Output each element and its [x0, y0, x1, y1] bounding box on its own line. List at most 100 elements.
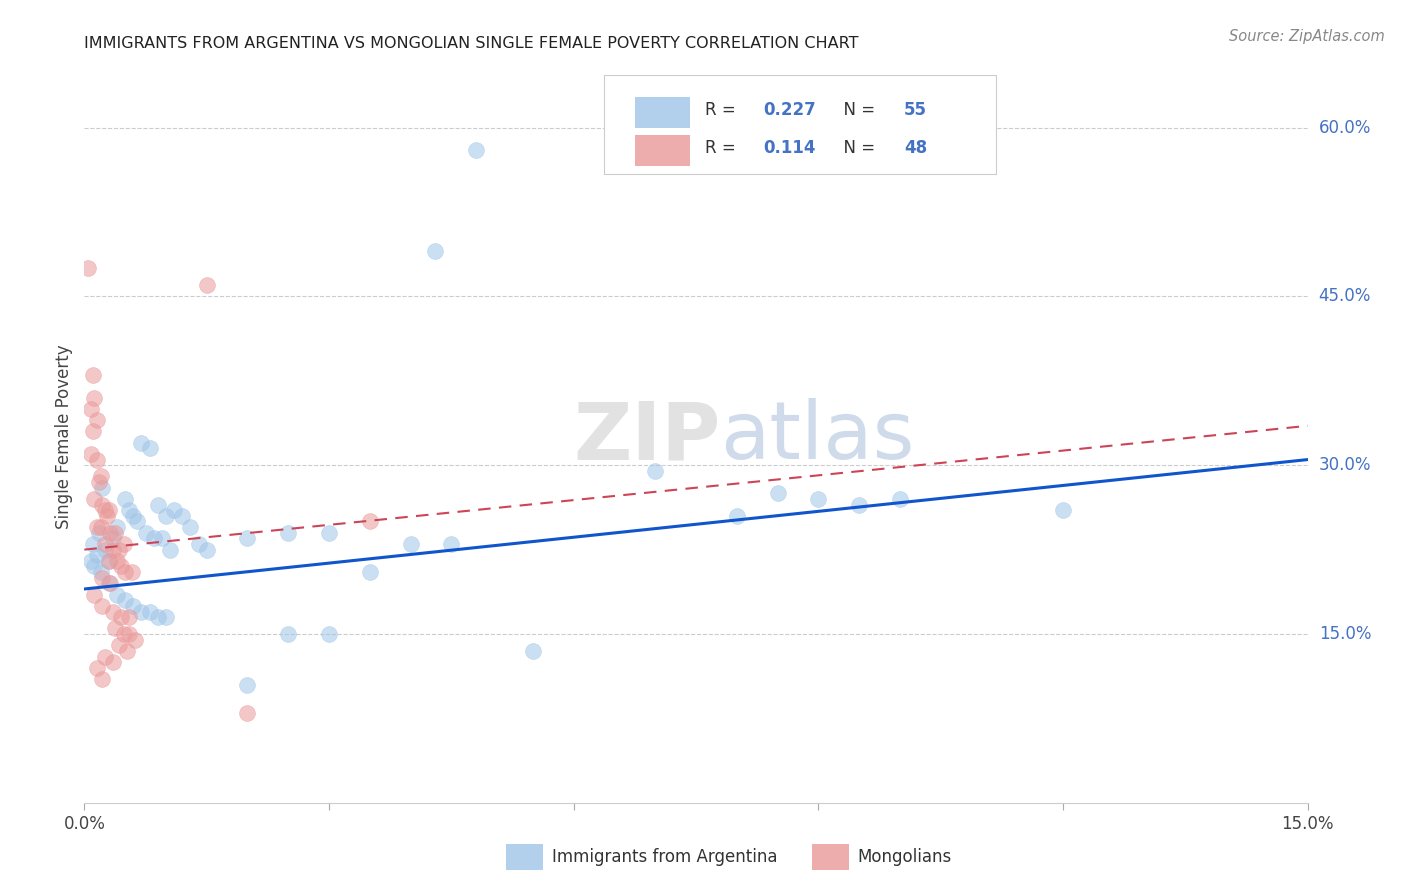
Point [104, 621, 127, 635]
Point [848, 498, 870, 512]
Point [163, 503, 186, 517]
Point [124, 632, 146, 647]
Y-axis label: Single Female Poverty: Single Female Poverty [55, 345, 73, 529]
Point [359, 565, 381, 579]
Point [644, 464, 666, 478]
Point [187, 537, 209, 551]
Point [90, 520, 112, 534]
Point [155, 508, 177, 523]
Point [399, 537, 422, 551]
Point [97, 503, 120, 517]
Text: atlas: atlas [720, 398, 915, 476]
Text: 48: 48 [904, 139, 927, 157]
Point [131, 605, 153, 619]
Point [112, 627, 135, 641]
Point [277, 627, 299, 641]
Text: Mongolians: Mongolians [858, 848, 952, 866]
Point [236, 706, 259, 720]
Text: Source: ZipAtlas.com: Source: ZipAtlas.com [1229, 29, 1385, 45]
Point [122, 599, 145, 613]
Point [1052, 503, 1074, 517]
Point [87, 475, 110, 489]
Point [112, 537, 135, 551]
Point [80, 554, 103, 568]
Point [93, 649, 115, 664]
Point [131, 435, 153, 450]
Point [115, 644, 138, 658]
Point [440, 537, 463, 551]
Point [807, 491, 830, 506]
Point [93, 537, 115, 551]
Point [86, 520, 108, 534]
Point [889, 491, 911, 506]
Point [195, 542, 218, 557]
Text: 45.0%: 45.0% [1319, 287, 1371, 305]
Point [90, 469, 112, 483]
Point [155, 610, 177, 624]
FancyBboxPatch shape [636, 136, 690, 167]
Point [97, 576, 120, 591]
Point [90, 565, 112, 579]
Point [86, 548, 108, 562]
Point [146, 610, 169, 624]
Text: IMMIGRANTS FROM ARGENTINA VS MONGOLIAN SINGLE FEMALE POVERTY CORRELATION CHART: IMMIGRANTS FROM ARGENTINA VS MONGOLIAN S… [84, 36, 859, 51]
Point [100, 525, 122, 540]
Text: 15.0%: 15.0% [1319, 625, 1371, 643]
FancyBboxPatch shape [813, 845, 849, 870]
Point [118, 627, 141, 641]
Point [86, 661, 108, 675]
Point [82, 368, 104, 383]
Point [97, 554, 120, 568]
Text: N =: N = [832, 139, 880, 157]
Point [318, 627, 340, 641]
Point [118, 503, 141, 517]
Point [91, 599, 114, 613]
Point [83, 559, 105, 574]
Point [77, 261, 100, 276]
Point [101, 532, 124, 546]
Point [236, 532, 259, 546]
Text: 30.0%: 30.0% [1319, 456, 1371, 475]
Point [725, 508, 748, 523]
Point [105, 520, 128, 534]
Point [105, 588, 128, 602]
Point [91, 672, 114, 686]
Text: 0.227: 0.227 [763, 101, 815, 120]
Point [80, 447, 103, 461]
Text: N =: N = [832, 101, 880, 120]
Point [104, 525, 127, 540]
Point [359, 515, 381, 529]
Point [522, 644, 544, 658]
Text: 55: 55 [904, 101, 927, 120]
Text: Immigrants from Argentina: Immigrants from Argentina [551, 848, 778, 866]
Point [100, 576, 122, 591]
Point [93, 503, 115, 517]
Point [80, 401, 103, 416]
Text: R =: R = [704, 101, 741, 120]
Point [142, 532, 165, 546]
Point [172, 508, 194, 523]
Point [83, 588, 105, 602]
Point [91, 498, 114, 512]
Point [91, 571, 114, 585]
Point [138, 605, 160, 619]
FancyBboxPatch shape [605, 75, 995, 174]
Point [118, 610, 141, 624]
Point [97, 554, 120, 568]
Point [138, 442, 160, 456]
Point [114, 593, 136, 607]
Point [107, 542, 129, 557]
Point [318, 525, 340, 540]
Point [82, 537, 104, 551]
Point [464, 143, 486, 157]
Point [105, 554, 128, 568]
Text: ZIP: ZIP [574, 398, 720, 476]
Point [150, 532, 173, 546]
Point [101, 605, 124, 619]
Point [122, 508, 145, 523]
Point [87, 525, 110, 540]
Text: 0.114: 0.114 [763, 139, 815, 157]
Point [114, 565, 136, 579]
Point [423, 244, 446, 259]
Point [179, 520, 201, 534]
